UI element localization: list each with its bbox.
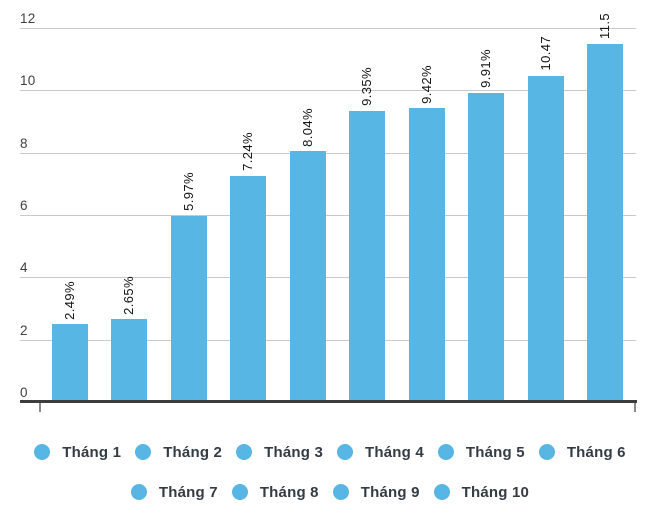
bar-value-label: 11.5 <box>597 12 613 39</box>
y-tick-label: 0 <box>20 385 28 400</box>
bar <box>408 108 445 402</box>
x-axis-tick-left <box>39 403 41 412</box>
legend-label: Tháng 9 <box>360 483 420 501</box>
legend-label: Tháng 6 <box>566 443 626 461</box>
legend-item: Tháng 4 <box>337 444 424 461</box>
legend-marker-circle-icon <box>437 444 454 460</box>
y-tick-label: 6 <box>20 198 28 213</box>
bar-slot: 2.65% <box>100 28 160 402</box>
legend-item: Tháng 7 <box>130 483 218 501</box>
gridline <box>20 339 636 341</box>
bar <box>587 43 624 402</box>
legend-marker-circle-icon <box>231 484 248 500</box>
bar-slot: 11.5 <box>576 13 636 402</box>
gridline <box>20 277 636 279</box>
bar-slot: 7.24% <box>219 28 279 402</box>
legend-label: Tháng 1 <box>62 443 122 461</box>
bar <box>170 215 207 402</box>
legend-item: Tháng 3 <box>236 444 323 461</box>
y-tick-label: 10 <box>20 73 36 89</box>
bars-layer: 2.49% 2.65% 5.97% 7.24% 8.04% 9.35% 9.42% 9.91%… <box>40 13 636 402</box>
legend-marker-circle-icon <box>34 444 51 460</box>
bar-value-label: 10.47 <box>537 36 553 71</box>
legend-item: Tháng 8 <box>231 483 319 501</box>
bar-slot: 9.42% <box>397 28 457 402</box>
legend-label: Tháng 3 <box>264 443 323 461</box>
bar <box>349 110 386 402</box>
legend-label: Tháng 5 <box>465 443 525 461</box>
gridline <box>20 152 636 154</box>
bar-value-label: 2.65% <box>121 275 137 315</box>
plot-area: 0 2 4 6 8 10 12 2.49% 2.65% 5.97% 7.24% 8.04% 9.35%… <box>20 11 637 412</box>
legend-label: Tháng 7 <box>158 483 218 501</box>
legend-label: Tháng 8 <box>259 483 319 501</box>
legend-label: Tháng 4 <box>365 443 424 461</box>
legend-label: Tháng 10 <box>461 483 530 501</box>
gridline <box>20 28 636 29</box>
x-axis-line <box>20 400 637 403</box>
bar-value-label: 2.49% <box>61 280 77 320</box>
legend-item: Tháng 10 <box>433 483 530 501</box>
legend-item: Tháng 5 <box>437 443 525 461</box>
x-axis-tick-right <box>634 403 636 412</box>
bar-slot: 5.97% <box>159 28 219 402</box>
bar-value-label: 5.97% <box>180 172 196 211</box>
y-tick-label: 4 <box>20 260 28 276</box>
legend-marker-circle-icon <box>130 484 147 500</box>
bar-slot: 10.47 <box>516 28 576 402</box>
bar-value-label: 8.04% <box>299 107 315 147</box>
bar <box>289 151 326 402</box>
legend-marker-circle-icon <box>337 444 353 460</box>
legend-item: Tháng 2 <box>135 444 222 461</box>
y-tick-label: 12 <box>20 11 36 26</box>
bar <box>527 75 564 402</box>
y-tick-label: 2 <box>20 322 28 338</box>
gridline <box>20 90 636 92</box>
legend-marker-circle-icon <box>135 444 152 460</box>
legend-marker-circle-icon <box>332 484 349 500</box>
bar-value-label: 9.35% <box>359 66 375 106</box>
bar-slot: 2.49% <box>40 28 100 402</box>
bar <box>230 176 267 402</box>
legend-item: Tháng 9 <box>332 483 420 501</box>
y-tick-label: 8 <box>20 135 28 151</box>
bar <box>51 324 88 402</box>
legend-row: Tháng 1 Tháng 2 Tháng 3 Tháng 4 Tháng 5 Tháng… <box>0 432 660 472</box>
bar-value-label: 9.42% <box>418 64 434 104</box>
legend-marker-circle-icon <box>236 444 253 460</box>
bar-slot: 9.35% <box>338 28 398 402</box>
legend-label: Tháng 2 <box>163 443 223 461</box>
bar <box>111 319 148 402</box>
legend: Tháng 1 Tháng 2 Tháng 3 Tháng 4 Tháng 5 Tháng… <box>0 432 660 512</box>
bar <box>468 93 505 402</box>
legend-row: Tháng 7 Tháng 8 Tháng 9 Tháng 10 <box>0 472 660 512</box>
legend-marker-circle-icon <box>538 444 555 460</box>
bar-value-label: 9.91% <box>478 49 494 89</box>
bar-value-label: 7.24% <box>240 132 256 172</box>
legend-item: Tháng 1 <box>34 444 121 461</box>
gridline <box>20 215 636 216</box>
bar-slot: 8.04% <box>278 28 338 402</box>
legend-item: Tháng 6 <box>538 443 626 461</box>
legend-marker-circle-icon <box>433 484 450 500</box>
bar-slot: 9.91% <box>457 28 517 402</box>
